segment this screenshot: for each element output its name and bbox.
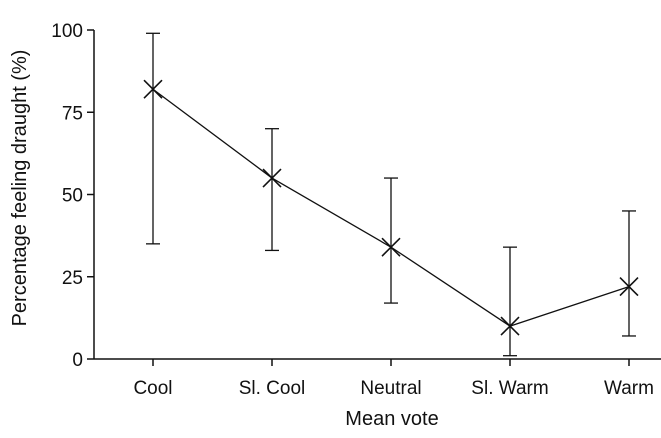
x-ticks: Cool Sl. Cool Neutral Sl. Warm Warm	[133, 359, 654, 399]
data-point-marker	[381, 237, 401, 257]
y-ticks: 0 25 50 75 100	[51, 21, 94, 371]
x-tick-label: Sl. Warm	[471, 378, 548, 399]
axes	[93, 30, 661, 360]
x-tick-label: Sl. Cool	[239, 378, 306, 399]
y-tick-label: 50	[62, 186, 83, 207]
y-tick-label: 100	[51, 21, 83, 42]
data-point-marker	[500, 316, 520, 336]
x-axis-title: Mean vote	[345, 408, 438, 430]
y-tick-label: 0	[72, 350, 83, 371]
data-point-marker	[619, 277, 639, 297]
x-tick-label: Cool	[133, 378, 172, 399]
x-tick-label: Neutral	[360, 378, 421, 399]
y-tick-label: 75	[62, 103, 83, 124]
error-bars	[146, 32, 636, 357]
data-markers	[143, 79, 639, 336]
data-point-marker	[262, 168, 282, 188]
y-tick-label: 25	[62, 268, 83, 289]
x-tick-label: Warm	[604, 378, 654, 399]
data-point-marker	[143, 79, 163, 99]
y-axis-title: Percentage feeling draught (%)	[9, 50, 31, 327]
